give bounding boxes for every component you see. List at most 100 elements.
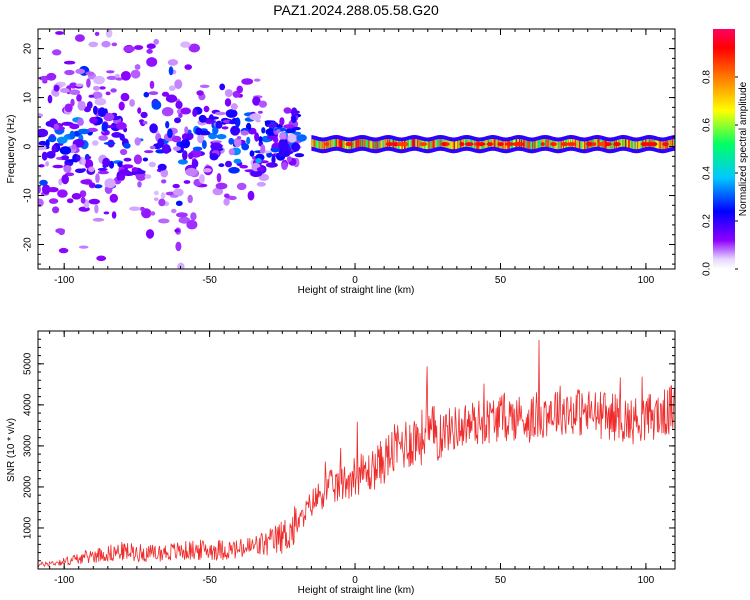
heatmap-blob (38, 185, 41, 194)
heatmap-blob (228, 195, 237, 201)
heatmap-blob (59, 146, 72, 155)
snr-panel: -100 -50 0 50 100 1000 2000 3000 4000 5000 Height… (6, 330, 676, 596)
snr-y-tick-label: 5000 (23, 352, 34, 375)
heatmap-blob (137, 107, 142, 114)
heatmap-blob (177, 262, 185, 269)
heatmap-ridge-core (597, 139, 599, 147)
heatmap-ridge-core (356, 139, 358, 148)
colorbar-gradient (713, 29, 735, 269)
heatmap-blob (118, 169, 131, 175)
heatmap-ridge-core (581, 141, 583, 149)
heatmap-blob (271, 155, 276, 164)
heatmap-blob (129, 206, 141, 211)
heatmap-ridge-core (379, 140, 381, 149)
heatmap-ridge-peak (587, 142, 593, 147)
heatmap-ridge-peak (662, 142, 669, 147)
heatmap-blob (119, 133, 125, 141)
heatmap-blob (114, 73, 120, 78)
heatmap-ridge-core (539, 139, 541, 148)
heatmap-x-tick-label: 100 (638, 275, 655, 286)
heatmap-blob (241, 143, 250, 151)
heatmap-ridge-core (329, 139, 332, 148)
heatmap-blob (158, 218, 170, 224)
heatmap-blob (157, 163, 167, 171)
heatmap-blob (258, 173, 270, 181)
heatmap-blob (246, 136, 251, 145)
heatmap-blob (283, 107, 292, 114)
heatmap-blob (103, 211, 110, 215)
heatmap-blob (236, 182, 247, 191)
heatmap-blob (174, 117, 181, 124)
heatmap-ridge-core (342, 140, 344, 148)
heatmap-ridge-core (610, 141, 613, 150)
heatmap-blob (53, 84, 60, 92)
heatmap-blob (67, 159, 77, 163)
heatmap-blob (158, 198, 166, 207)
heatmap-blob (209, 153, 219, 161)
heatmap-ridge-core (625, 139, 627, 147)
heatmap-ridge-peak (613, 142, 621, 147)
heatmap-ridge-core (411, 139, 413, 147)
heatmap-blob (188, 152, 194, 160)
heatmap-ridge-core (637, 141, 639, 150)
heatmap-ridge-core (380, 140, 382, 149)
heatmap-blob (178, 216, 191, 224)
heatmap-blob (149, 80, 155, 89)
heatmap-ridge-peak (591, 142, 597, 147)
colorbar: 0.0 0.2 0.4 0.6 0.8 Normalized spectral ampl… (702, 29, 749, 276)
heatmap-blob (171, 208, 177, 214)
heatmap-ridge-core (559, 141, 562, 149)
heatmap-blob (61, 155, 70, 161)
heatmap-blob (52, 49, 62, 56)
heatmap-ridge-core (434, 139, 436, 148)
heatmap-blob (233, 158, 242, 164)
heatmap-blob (191, 159, 199, 168)
colorbar-tick-label: 0.4 (702, 166, 713, 180)
heatmap-ridge-core (492, 139, 494, 147)
heatmap-blob (38, 145, 47, 151)
heatmap-blob (58, 247, 69, 254)
heatmap-ridge-peak (641, 142, 647, 147)
heatmap-blob (57, 189, 68, 198)
heatmap-ridge-core (328, 140, 331, 148)
heatmap-blob (86, 78, 91, 88)
snr-y-axis-label: SNR (10 * v/v) (6, 418, 17, 482)
heatmap-x-axis-label: Height of straight line (km) (298, 285, 415, 296)
heatmap-blob (279, 117, 285, 126)
heatmap-ridge-core (579, 140, 581, 149)
heatmap-blob (85, 155, 92, 160)
heatmap-blob (129, 99, 136, 107)
heatmap-ridge-peak (476, 142, 486, 147)
heatmap-ridge-core (626, 139, 628, 148)
heatmap-ridge-core (526, 140, 528, 149)
heatmap-blob (83, 106, 91, 113)
snr-series-line (38, 339, 675, 568)
heatmap-blob (41, 151, 48, 161)
heatmap-ridge-core (556, 141, 559, 150)
heatmap-blob (167, 59, 179, 66)
heatmap-blob (240, 130, 249, 136)
heatmap-x-tick-label: 0 (352, 275, 358, 286)
heatmap-ridge-core (368, 140, 370, 149)
heatmap-ridge-core (576, 139, 578, 148)
heatmap-ridge-core (363, 139, 365, 147)
heatmap-blob (174, 79, 183, 90)
heatmap-blob (184, 64, 192, 70)
heatmap-blob (185, 167, 198, 177)
heatmap-ridge-core (311, 139, 313, 147)
heatmap-blob (117, 161, 123, 167)
heatmap-ridge-core (357, 139, 359, 148)
snr-x-tick-label: 0 (352, 575, 358, 586)
heatmap-blob (106, 75, 118, 80)
heatmap-blob (45, 139, 50, 148)
heatmap-ridge-core (344, 140, 346, 149)
heatmap-ridge-core (427, 141, 429, 150)
heatmap-blob (175, 100, 183, 109)
heatmap-ridge-core (376, 141, 378, 150)
heatmap-blob (165, 94, 178, 103)
heatmap-blob (212, 187, 224, 196)
heatmap-ridge-core (669, 139, 672, 148)
heatmap-blob (101, 40, 111, 48)
heatmap-blob (146, 57, 158, 67)
heatmap-blob (145, 229, 155, 239)
